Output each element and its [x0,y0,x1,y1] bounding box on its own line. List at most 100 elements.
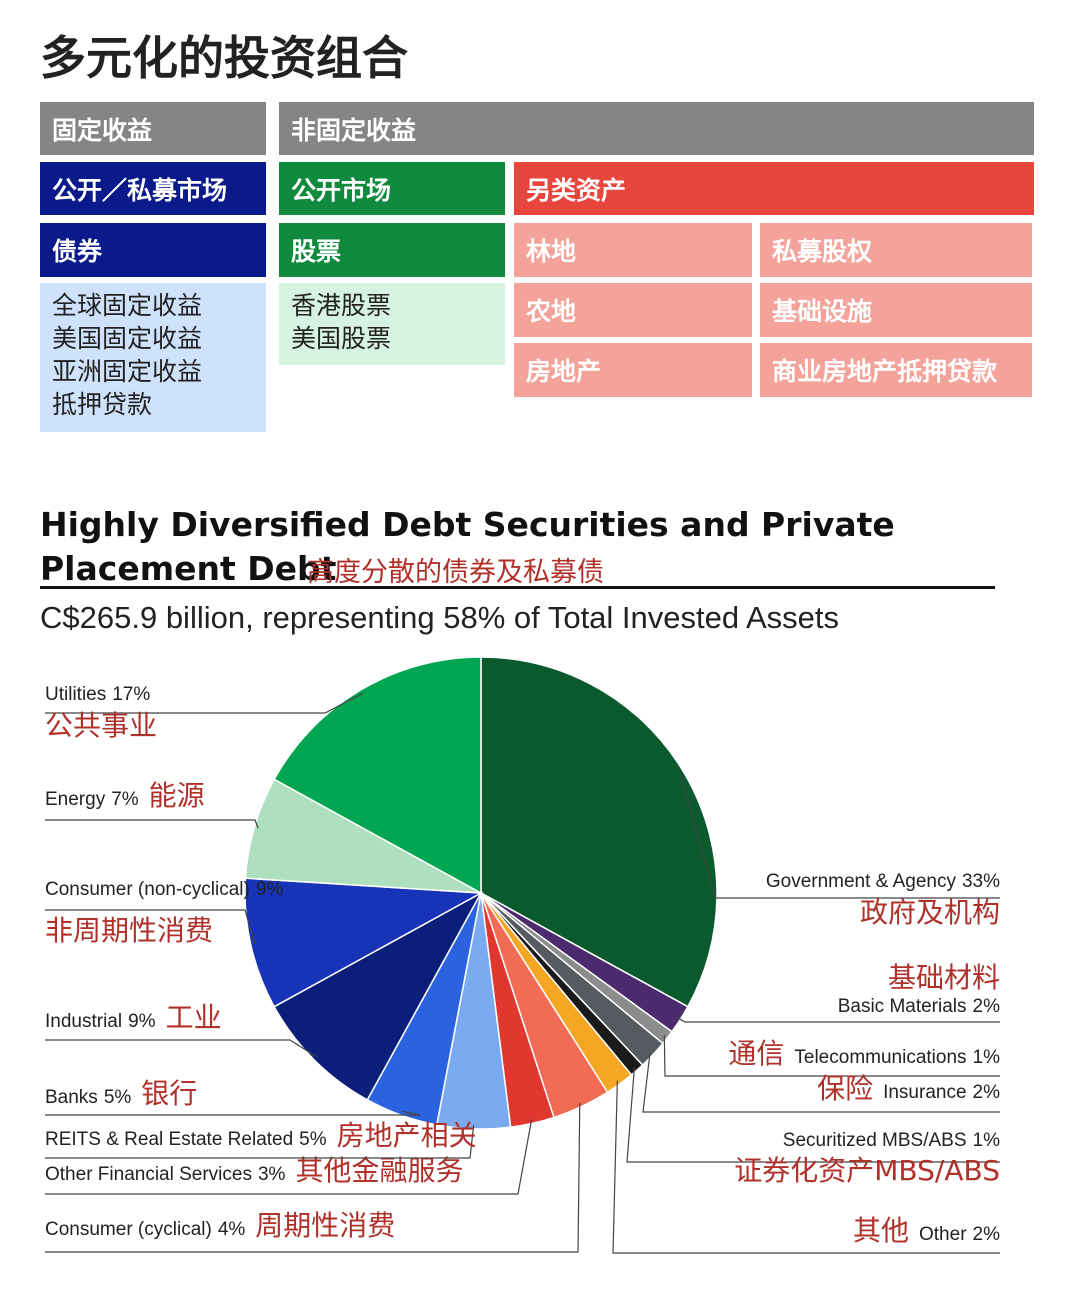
alternative: 商业房地产抵押贷款 [760,343,1032,397]
slice-label: Other Financial Services 3% 其他金融服务 [45,1154,463,1187]
slice-category: REITS & Real Estate Related [45,1129,293,1150]
slice-label: Banks 5% 银行 [45,1077,197,1110]
item: 亚洲固定收益 [52,357,203,386]
alternative: 私募股权 [760,223,1032,277]
chart-title-cn: 高度分散的债券及私募债 [307,557,604,588]
alternative: 房地产 [514,343,752,397]
slice-label-cn: 政府及机构 [860,896,1000,929]
slice-value: 17% [112,684,150,705]
slice-label: Consumer (non-cyclical) 9% [45,879,283,900]
pie-slice [273,656,482,895]
slice-label-cn: 其他金融服务 [295,1154,463,1187]
market: 公开／私募市场 [40,162,266,215]
slice-category: Other [919,1224,967,1245]
chart-subtitle: C$265.9 billion, representing 58% of Tot… [40,600,840,635]
pie-slice [244,877,484,1008]
leader-line [45,1039,318,1058]
group: 非固定收益 [279,102,1034,155]
alternative: 基础设施 [760,283,1032,337]
slice-category: Consumer (cyclical) [45,1219,212,1240]
slice-category: Securitized MBS/ABS [783,1130,967,1151]
slice-label-cn: 工业 [166,1001,222,1034]
leader-line [676,1016,1000,1023]
slice-category: Government & Agency [766,871,957,892]
slice-category: Insurance [883,1082,966,1103]
slice-value: 1% [973,1047,1001,1068]
slice-category: Telecommunications [794,1047,966,1068]
asset-class: 债券 [40,223,266,277]
slice-label: Industrial 9% 工业 [45,1001,222,1034]
leader-line [626,1066,1000,1163]
item: 抵押贷款 [52,390,153,419]
slice-value: 4% [218,1219,246,1240]
slice-label-cn: 房地产相关 [337,1119,477,1152]
slice-category: Industrial [45,1011,122,1032]
slice-value: 9% [128,1011,156,1032]
slice-value: 2% [973,996,1001,1017]
slice-value: 2% [973,1224,1001,1245]
slice-label-cn: 证券化资产MBS/ABS [734,1154,1000,1187]
pie-slice [273,891,483,1101]
slice-value: 9% [256,879,284,900]
slice-label: Consumer (cyclical) 4% 周期性消费 [45,1209,395,1242]
alternative: 林地 [514,223,752,277]
slice-label: 其他 Other 2% [853,1214,1000,1247]
slice-label: Utilities 17% [45,684,150,705]
leader-line [663,1035,1000,1077]
slice-value: 2% [973,1082,1001,1103]
slice-label: Basic Materials 2% [838,996,1000,1017]
slice-value: 1% [973,1130,1001,1151]
slice-label-cn: 银行 [141,1077,197,1110]
asset-class: 股票 [279,223,505,277]
item: 香港股票 [291,291,392,320]
equity-list: 香港股票 美国股票 [279,283,505,365]
slice-label-cn: 周期性消费 [255,1209,395,1242]
leader-line [642,1051,1000,1113]
slice-label: Energy 7% 能源 [45,779,205,812]
slice-value: 5% [104,1087,132,1108]
slice-value: 7% [111,789,139,810]
slice-label-cn: 通信 [728,1037,784,1070]
slice-label: Securitized MBS/ABS 1% [783,1130,1000,1151]
slice-category: Other Financial Services [45,1164,252,1185]
slice-label-cn: 非周期性消费 [45,914,213,947]
leader-line [45,1110,421,1116]
slice-category: Utilities [45,684,106,705]
slice-label-cn: 其他 [853,1214,909,1247]
slice-label: REITS & Real Estate Related 5% 房地产相关 [45,1119,477,1152]
chart-title: Highly Diversified Debt Securities and P… [40,505,895,588]
slice-value: 5% [299,1129,327,1150]
leader-line [45,1119,533,1195]
slice-label: Government & Agency 33% [766,871,1000,892]
slice-category: Energy [45,789,106,810]
slice-label-cn: 基础材料 [888,961,1000,994]
slice-label-cn: 公共事业 [45,709,157,742]
slice-value: 33% [962,871,1000,892]
alternative: 农地 [514,283,752,337]
slice-label-cn: 保险 [817,1072,873,1105]
slice-label: 通信 Telecommunications 1% [728,1037,1000,1070]
slice-value: 3% [258,1164,286,1185]
slice-category: Consumer (non-cyclical) [45,879,250,900]
pie-slice [480,656,718,1008]
market: 公开市场 [279,162,505,215]
title-rule [40,586,995,589]
leader-line [612,1080,1000,1254]
slice-category: Banks [45,1087,98,1108]
group: 固定收益 [40,102,266,155]
slice-label: 保险 Insurance 2% [817,1072,1000,1105]
page-title: 多元化的投资组合 [40,31,408,85]
slice-label-cn: 能源 [149,779,205,812]
leader-line [45,819,259,829]
leader-line [45,1102,581,1253]
leader-line [45,1124,475,1159]
pie-slice [244,778,482,894]
fixed-income-list: 全球固定收益 美国固定收益 亚洲固定收益 抵押贷款 [40,283,266,432]
item: 美国股票 [291,324,392,353]
leader-line [680,774,1000,899]
item: 全球固定收益 [52,291,203,320]
leader-line [45,909,256,944]
slice-category: Basic Materials [838,996,967,1017]
